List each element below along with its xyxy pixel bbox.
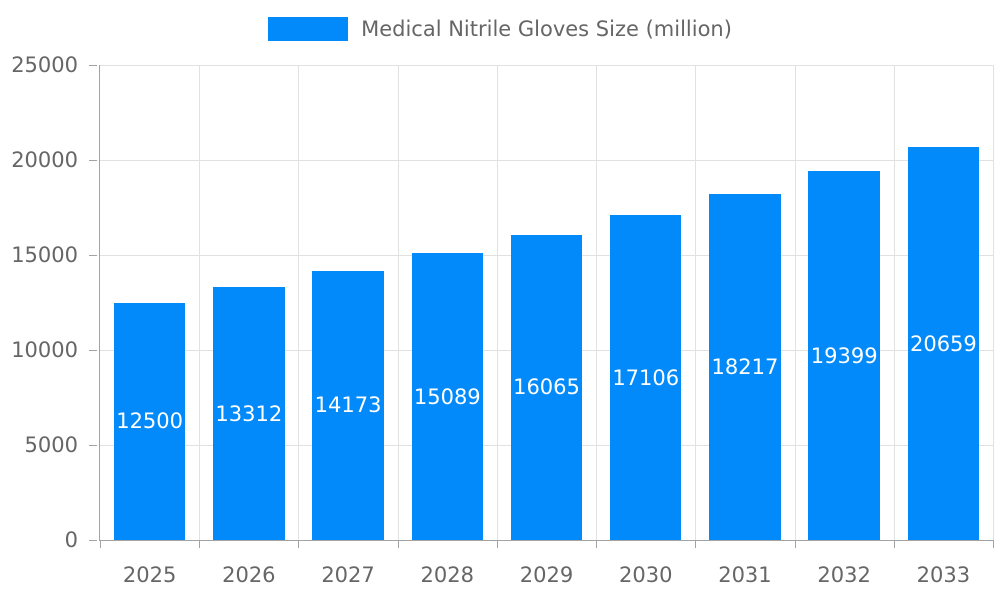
y-axis-tick-label: 20000 [11, 147, 78, 172]
y-axis-tick [89, 255, 97, 256]
y-axis-tick [89, 445, 97, 446]
horizontal-gridline [100, 65, 993, 66]
x-axis-tick [397, 540, 399, 548]
x-axis-tick-label: 2032 [817, 563, 871, 587]
bar-value-label: 14173 [314, 393, 382, 418]
plot-area: 12500 13312 14173 15089 16065 17106 18217 19399… [99, 65, 994, 541]
horizontal-gridline [100, 160, 993, 161]
y-axis-tick [89, 65, 97, 66]
vertical-gridline [298, 65, 300, 540]
x-axis-tick-label: 2033 [916, 563, 971, 587]
x-axis-line [99, 540, 993, 541]
y-axis-tick-label: 15000 [11, 242, 78, 267]
x-axis-tick-label: 2028 [420, 563, 474, 587]
y-axis-tick-label: 25000 [11, 52, 78, 77]
bar-2033[interactable]: 20659 [907, 147, 980, 540]
x-axis-tick-label: 2025 [122, 563, 177, 587]
x-axis-tick [794, 540, 796, 548]
bar-value-label: 16065 [513, 375, 580, 400]
x-axis-tick [496, 540, 498, 548]
legend[interactable]: Medical Nitrile Gloves Size (million) [0, 17, 1000, 41]
vertical-gridline [596, 65, 598, 540]
vertical-gridline [794, 65, 796, 540]
x-axis-tick [298, 540, 300, 548]
y-axis-tick-label: 5000 [24, 432, 78, 457]
vertical-gridline [695, 65, 697, 540]
bar-value-label: 20659 [909, 331, 977, 356]
vertical-gridline [993, 65, 994, 540]
bar-2026[interactable]: 13312 [213, 287, 285, 540]
bar-value-label: 13312 [215, 401, 283, 426]
bar-2032[interactable]: 19399 [808, 171, 880, 540]
bar-value-label: 17106 [612, 365, 680, 390]
bar-2027[interactable]: 14173 [312, 270, 384, 540]
y-axis-tick [89, 160, 97, 161]
bar-2030[interactable]: 17106 [610, 215, 682, 540]
x-axis-tick-label: 2027 [321, 563, 375, 587]
legend-label: Medical Nitrile Gloves Size (million) [361, 17, 732, 41]
x-axis-tick-label: 2029 [519, 563, 574, 587]
bar-value-label: 18217 [711, 354, 779, 379]
vertical-gridline [397, 65, 399, 540]
bar-value-label: 19399 [810, 343, 878, 368]
vertical-gridline [893, 65, 895, 540]
bar-2031[interactable]: 18217 [709, 193, 781, 540]
bar-2028[interactable]: 15089 [411, 253, 483, 540]
x-axis-tick-label: 2026 [222, 563, 276, 587]
vertical-gridline [496, 65, 498, 540]
x-axis-tick [100, 540, 101, 548]
y-axis-tick-label: 0 [64, 527, 78, 552]
x-axis-tick-label: 2031 [718, 563, 772, 587]
x-axis-tick [199, 540, 201, 548]
x-axis-tick [596, 540, 598, 548]
y-axis: 0 5000 10000 15000 20000 25000 [0, 53, 100, 552]
bar-2025[interactable]: 12500 [113, 302, 186, 540]
bar-value-label: 12500 [116, 409, 184, 434]
x-axis-tick [993, 540, 994, 548]
y-axis-tick-label: 10000 [11, 337, 78, 362]
x-axis-tick [893, 540, 895, 548]
vertical-gridline [199, 65, 201, 540]
x-axis-tick [695, 540, 697, 548]
y-axis-tick [89, 540, 97, 541]
bar-2029[interactable]: 16065 [510, 234, 583, 540]
x-axis: 2025 2026 2027 2028 2029 2030 2031 2032 2033 [100, 540, 994, 600]
bar-value-label: 15089 [413, 384, 481, 409]
x-axis-tick-label: 2030 [618, 563, 673, 587]
legend-swatch-icon [268, 17, 349, 41]
y-axis-tick [89, 350, 97, 351]
y-axis-line [99, 65, 100, 540]
